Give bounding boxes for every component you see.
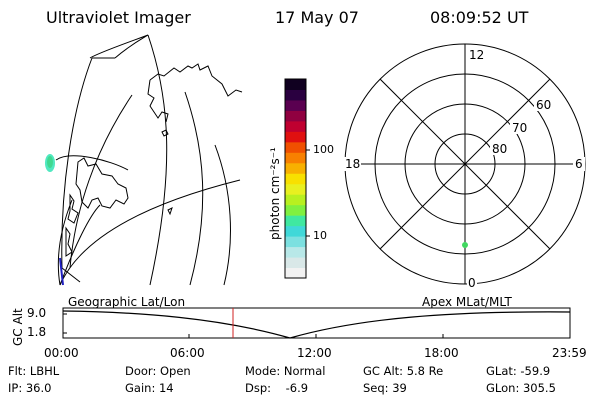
mlt-label-6: 6 (575, 157, 583, 171)
coastline (167, 207, 173, 216)
timeline-xtick-label: 00:00 (44, 346, 79, 360)
colorbar-swatch (285, 110, 306, 122)
mode-info: Mode: Normal (245, 364, 326, 378)
sat-track (59, 257, 64, 286)
gc-alt-info: GC Alt: 5.8 Re (363, 364, 444, 378)
coastline (65, 226, 73, 257)
dsp-info: Dsp: -6.9 (245, 381, 309, 395)
map-grid-line (184, 91, 204, 286)
geographic-map (55, 34, 243, 286)
polar-aurora-dot (462, 242, 468, 248)
colorbar-swatch (285, 162, 306, 174)
map-grid-line (147, 34, 168, 286)
colorbar-swatch (285, 120, 306, 132)
colorbar-swatch (285, 183, 306, 195)
coastline (67, 193, 79, 224)
map-grid-line (59, 179, 241, 286)
aurora-blob-core (47, 156, 53, 168)
colorbar-tick-100: 100 (313, 143, 334, 156)
timeline-xtick-label: 12:00 (297, 346, 332, 360)
colorbar-frame (284, 78, 307, 279)
colorbar-swatch (285, 194, 306, 206)
colorbar-swatch (285, 257, 306, 269)
colorbar-swatch (285, 99, 306, 111)
timeline-y-max: 9.0 (27, 306, 47, 320)
lat-label-70: 70 (512, 121, 527, 135)
filter-info: Flt: LBHL (8, 364, 60, 378)
colorbar-swatch (285, 246, 306, 258)
geographic-title: Geographic Lat/Lon (68, 295, 186, 309)
map-grid-line (61, 267, 81, 283)
colorbar-swatch (285, 131, 306, 143)
map-grid-line (61, 57, 93, 269)
colorbar-unit-label: photon cm⁻²s⁻¹ (268, 147, 282, 240)
ip-info: IP: 36.0 (8, 381, 52, 395)
timeline-y-min: 1.8 (27, 325, 47, 339)
mlt-label-12: 12 (469, 48, 484, 62)
colorbar-swatch (285, 267, 306, 279)
gain-info: Gain: 14 (125, 381, 174, 395)
glon-info: GLon: 305.5 (486, 381, 556, 395)
map-grid-line (59, 204, 101, 286)
time-label: 08:09:52 UT (430, 8, 529, 27)
lat-label-60: 60 (536, 98, 551, 112)
colorbar-swatch (285, 152, 306, 164)
altitude-curve (62, 310, 571, 339)
map-grid-line (114, 34, 149, 59)
map-grid-line (69, 94, 133, 269)
coastline (147, 63, 243, 123)
door-info: Door: Open (125, 364, 191, 378)
map-grid-line (214, 144, 231, 286)
coastline (75, 157, 129, 209)
colorbar (285, 79, 306, 279)
timeline-axis-label: GC Alt (11, 308, 25, 346)
colorbar-swatch (285, 79, 306, 90)
timeline-plot (62, 307, 571, 339)
map-grid-line (57, 199, 73, 286)
polar-diagonal (379, 78, 551, 250)
date-label: 17 May 07 (275, 8, 359, 27)
timeline-xtick-label: 18:00 (424, 346, 459, 360)
glat-info: GLat: -59.9 (486, 364, 551, 378)
timeline-xtick-label: 23:59 (552, 346, 587, 360)
timeline-xtick-label: 06:00 (170, 346, 205, 360)
colorbar-swatch (285, 204, 306, 216)
colorbar-tick-10: 10 (313, 229, 327, 242)
apex-title: Apex MLat/MLT (422, 295, 512, 309)
map-grid-line (55, 155, 129, 171)
colorbar-swatch (285, 236, 306, 248)
mlt-label-0: 0 (468, 276, 476, 290)
seq-info: Seq: 39 (363, 381, 407, 395)
colorbar-swatch (285, 173, 306, 185)
colorbar-swatch (285, 141, 306, 153)
colorbar-swatch (285, 225, 306, 237)
colorbar-swatch (285, 215, 306, 227)
colorbar-swatch (285, 89, 306, 101)
map-grid-line (89, 34, 149, 59)
instrument-title: Ultraviolet Imager (46, 8, 191, 27)
mlt-label-18: 18 (345, 157, 360, 171)
lat-label-80: 80 (492, 142, 507, 156)
coastline (161, 129, 169, 137)
